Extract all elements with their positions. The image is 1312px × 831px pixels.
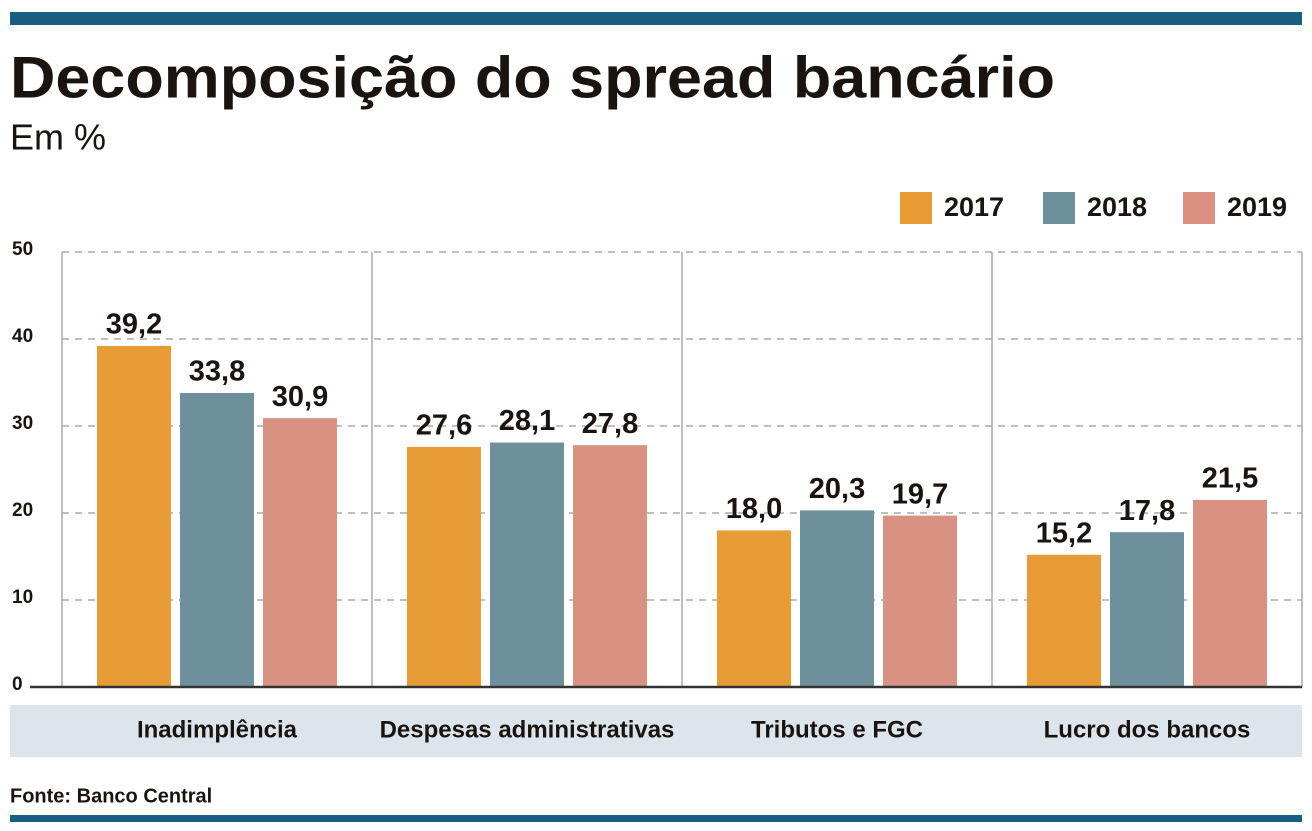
value-label: 39,2 [106,309,162,341]
bar [1027,554,1101,687]
bar [97,345,171,687]
x-tick-label: Lucro dos bancos [1044,716,1251,743]
value-label: 21,5 [1202,463,1258,495]
value-label: 33,8 [189,356,245,388]
value-label: 28,1 [499,405,555,437]
bar [883,515,957,687]
value-label: 20,3 [809,473,865,505]
x-tick-label: Inadimplência [137,716,298,743]
y-tick-label: 10 [12,587,33,608]
legend-label: 2017 [944,192,1004,222]
y-tick-label: 40 [12,326,33,347]
y-tick-label: 30 [12,413,33,434]
bar [1110,532,1184,687]
bar [800,510,874,687]
top-rule [10,12,1302,25]
legend-swatch [1043,192,1075,224]
legend-swatch [900,192,932,224]
bar [490,442,564,687]
y-tick-label: 0 [12,674,23,695]
value-label: 15,2 [1036,517,1092,549]
value-label: 18,0 [726,493,782,525]
bar [407,446,481,687]
y-tick-label: 50 [12,239,33,260]
value-label: 30,9 [272,381,328,413]
bar [1193,499,1267,687]
x-tick-label: Tributos e FGC [751,716,923,743]
bottom-rule [10,815,1302,822]
value-label: 27,6 [416,410,472,442]
value-label: 19,7 [892,478,948,510]
chart-subtitle: Em % [10,117,106,158]
value-label: 17,8 [1119,495,1175,527]
bar [263,418,337,687]
legend-label: 2018 [1087,192,1147,222]
value-label: 27,8 [582,408,638,440]
bar [717,530,791,687]
y-tick-label: 20 [12,500,33,521]
legend-label: 2019 [1227,192,1287,222]
bar [573,445,647,687]
bar [180,392,254,687]
category-band [10,705,1302,757]
chart-title: Decomposição do spread bancário [10,45,1055,110]
legend-swatch [1183,192,1215,224]
source: Fonte: Banco Central [10,785,212,807]
x-tick-label: Despesas administrativas [380,716,675,743]
